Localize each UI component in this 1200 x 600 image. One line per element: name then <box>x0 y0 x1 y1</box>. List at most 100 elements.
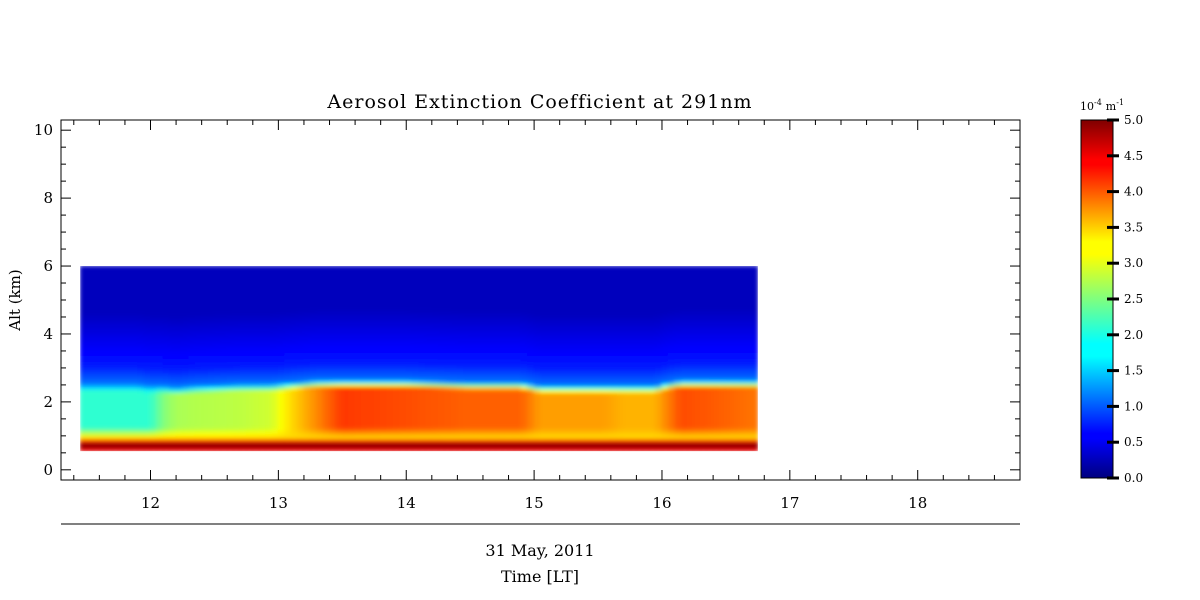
heatmap-cell <box>86 395 94 400</box>
heatmap-cell <box>348 314 356 319</box>
heatmap-cell <box>603 305 612 310</box>
heatmap-cell <box>591 287 599 292</box>
heatmap-cell <box>329 441 337 446</box>
heatmap-cell <box>456 345 465 350</box>
heatmap-cell <box>220 416 228 421</box>
heatmap-cell <box>316 314 324 319</box>
heatmap-cell <box>399 373 407 378</box>
heatmap-cell <box>488 274 497 279</box>
heatmap-cell <box>156 271 164 276</box>
heatmap-cell <box>533 364 541 369</box>
heatmap-cell <box>220 299 228 304</box>
heatmap-cell <box>354 438 362 443</box>
heatmap-cell <box>92 268 100 273</box>
heatmap-cell <box>271 385 279 390</box>
heatmap-cell <box>124 305 132 310</box>
heatmap-cell <box>226 287 235 292</box>
heatmap-cell <box>201 447 209 452</box>
heatmap-cell <box>80 296 88 301</box>
heatmap-cell <box>418 339 426 344</box>
heatmap-cell <box>386 314 394 319</box>
heatmap-cell <box>373 438 382 443</box>
heatmap-cell <box>373 342 382 347</box>
heatmap-cell <box>297 314 305 319</box>
heatmap-cell <box>124 398 132 403</box>
heatmap-cell <box>290 358 299 363</box>
heatmap-cell <box>162 422 171 427</box>
heatmap-cell <box>603 441 612 446</box>
heatmap-cell <box>565 358 573 363</box>
heatmap-cell <box>552 432 561 437</box>
heatmap-cell <box>348 305 356 310</box>
heatmap-cell <box>514 410 522 415</box>
heatmap-cell <box>584 438 593 443</box>
heatmap-cell <box>392 299 401 304</box>
heatmap-cell <box>444 388 452 394</box>
heatmap-cell <box>252 364 260 369</box>
heatmap-cell <box>373 290 382 295</box>
heatmap-cell <box>150 382 158 387</box>
heatmap-cell <box>597 277 605 282</box>
heatmap-cell <box>92 416 100 421</box>
heatmap-cell <box>488 290 497 295</box>
heatmap-cell <box>610 401 618 406</box>
heatmap-cell <box>405 336 414 341</box>
heatmap-cell <box>367 358 375 363</box>
heatmap-cell <box>105 348 113 353</box>
heatmap-cell <box>252 379 260 384</box>
heatmap-cell <box>514 266 522 270</box>
heatmap-cell <box>118 382 126 387</box>
heatmap-cell <box>111 367 120 372</box>
heatmap-cell <box>150 355 158 360</box>
heatmap-cell <box>181 419 190 424</box>
heatmap-cell <box>335 413 343 418</box>
heatmap-cell <box>162 413 171 418</box>
heatmap-cell <box>105 358 113 363</box>
heatmap-cell <box>92 321 100 326</box>
heatmap-cell <box>194 395 203 400</box>
heatmap-cell <box>354 395 362 400</box>
heatmap-cell <box>514 324 522 329</box>
heatmap-cell <box>220 447 228 452</box>
heatmap-cell <box>469 268 478 273</box>
heatmap-cell <box>418 299 426 304</box>
heatmap-cell <box>392 441 401 446</box>
heatmap-cell <box>201 416 209 421</box>
heatmap-cell <box>290 404 299 409</box>
heatmap-cell <box>111 388 120 394</box>
heatmap-cell <box>284 358 292 363</box>
heatmap-cell <box>169 348 177 353</box>
heatmap-cell <box>373 407 382 412</box>
heatmap-cell <box>540 382 548 387</box>
heatmap-cell <box>265 382 273 387</box>
heatmap-cell <box>514 311 522 316</box>
heatmap-cell <box>118 410 126 415</box>
heatmap-cell <box>540 367 548 372</box>
heatmap-cell <box>335 429 343 434</box>
heatmap-cell <box>137 361 145 366</box>
heatmap-cell <box>386 382 394 387</box>
heatmap-cell <box>463 382 471 387</box>
heatmap-cell <box>399 302 407 307</box>
heatmap-cell <box>540 425 548 431</box>
heatmap-cell <box>309 327 318 332</box>
heatmap-cell <box>201 342 209 347</box>
heatmap-cell <box>501 435 510 440</box>
heatmap-cell <box>463 321 471 326</box>
heatmap-cell <box>118 429 126 434</box>
heatmap-cell <box>322 364 331 369</box>
heatmap-cell <box>137 351 145 356</box>
heatmap-cell <box>392 342 401 347</box>
heatmap-cell <box>591 438 599 443</box>
heatmap-cell <box>124 364 132 369</box>
heatmap-cell <box>297 441 305 446</box>
heatmap-cell <box>239 290 247 295</box>
heatmap-cell <box>341 432 350 437</box>
heatmap-cell <box>540 317 548 323</box>
heatmap-cell <box>111 302 120 307</box>
heatmap-cell <box>207 268 215 273</box>
heatmap-cell <box>290 379 299 384</box>
heatmap-cell <box>431 277 439 282</box>
heatmap-cell <box>329 317 337 323</box>
heatmap-cell <box>111 305 120 310</box>
